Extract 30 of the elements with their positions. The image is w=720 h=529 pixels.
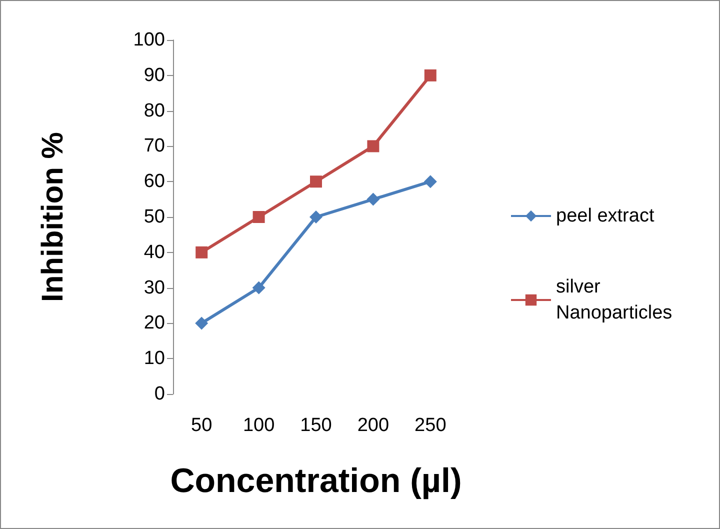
y-tick-label: 0	[154, 384, 165, 404]
point	[195, 316, 208, 330]
y-axis-title: Inhibition %	[36, 132, 70, 302]
point	[366, 192, 380, 206]
x-tick-label: 100	[242, 415, 275, 436]
point	[424, 69, 436, 82]
y-tick-label: 30	[144, 277, 165, 298]
y-tick-label: 50	[144, 206, 165, 228]
legend-label: peel extract	[556, 206, 655, 226]
x-axis-title: Concentration (µl)	[170, 462, 462, 500]
y-tick-label: 100	[133, 30, 165, 50]
y-tick-label: 10	[144, 348, 165, 370]
x-tick-label: 250	[414, 415, 446, 436]
x-tick-label: 150	[300, 415, 332, 436]
point	[367, 140, 380, 152]
point	[252, 211, 265, 223]
x-tick-label: 200	[357, 415, 390, 436]
point	[196, 246, 208, 258]
y-tick-label: 70	[144, 136, 165, 157]
y-tick-label: 60	[144, 171, 165, 192]
y-tick-label: 40	[144, 242, 165, 263]
y-tick-label: 80	[144, 100, 165, 122]
y-tick-label: 90	[144, 64, 165, 86]
point	[310, 176, 322, 188]
legend-label: silver Nanoparticles	[556, 276, 672, 324]
point	[252, 281, 266, 294]
point	[424, 175, 437, 188]
y-tick-label: 20	[144, 312, 165, 334]
point	[310, 210, 322, 224]
x-tick-label: 50	[191, 415, 212, 436]
